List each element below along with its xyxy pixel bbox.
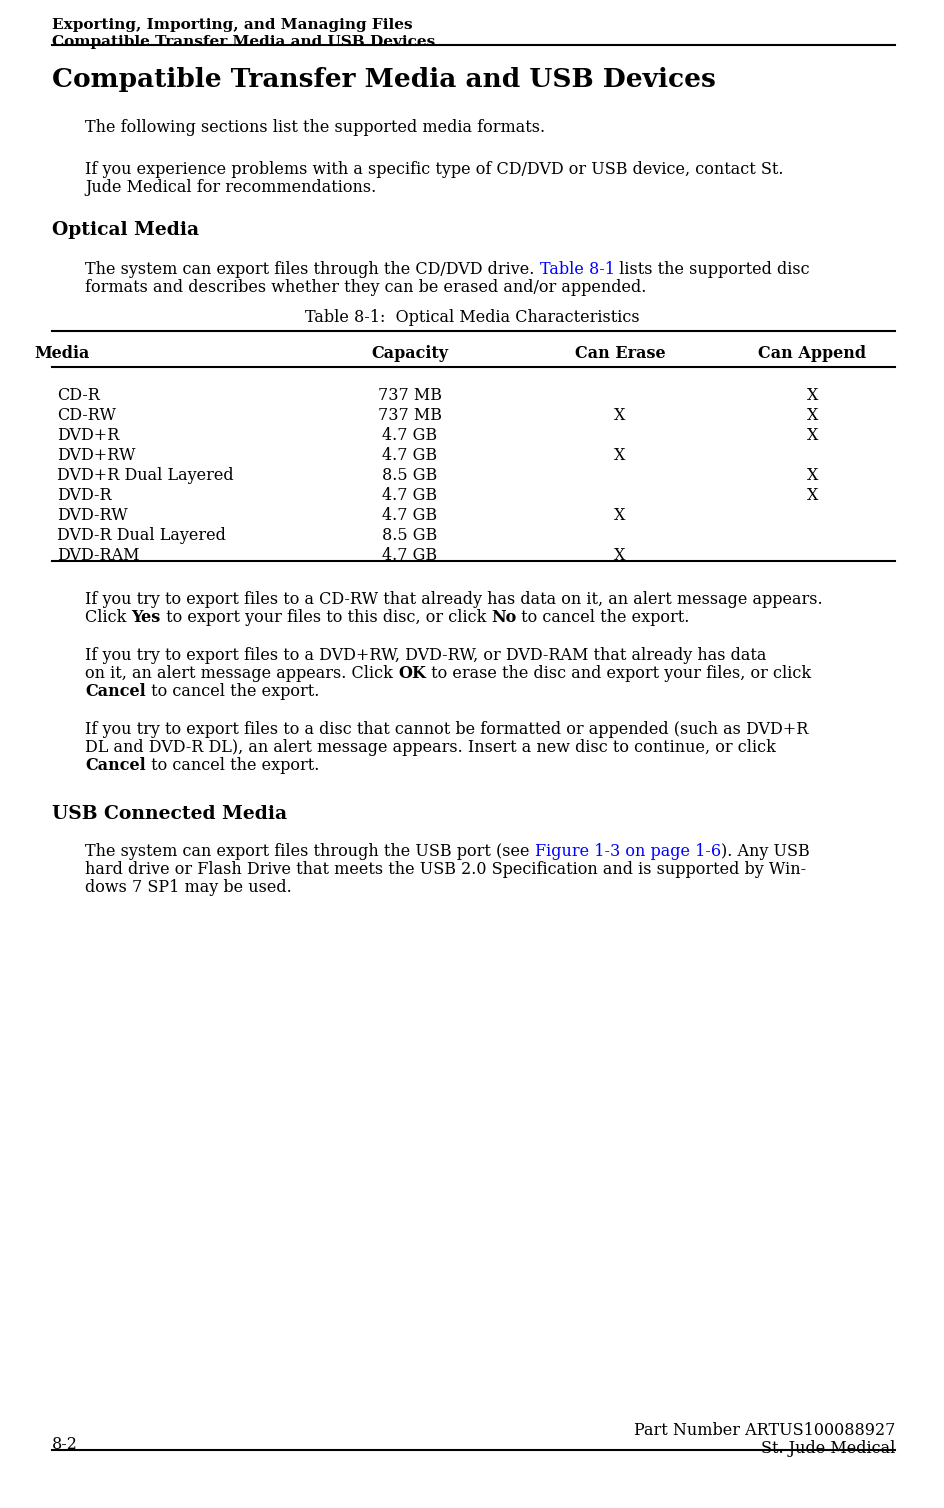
Text: to cancel the export.: to cancel the export.	[145, 683, 319, 700]
Text: X: X	[806, 467, 818, 484]
Text: The system can export files through the USB port (see: The system can export files through the …	[85, 843, 534, 860]
Text: lists the supported disc: lists the supported disc	[614, 261, 809, 277]
Text: Compatible Transfer Media and USB Devices: Compatible Transfer Media and USB Device…	[52, 66, 716, 92]
Text: 4.7 GB: 4.7 GB	[382, 507, 437, 523]
Text: DVD-RAM: DVD-RAM	[57, 547, 140, 564]
Text: ). Any USB: ). Any USB	[720, 843, 809, 860]
Text: If you try to export files to a CD-RW that already has data on it, an alert mess: If you try to export files to a CD-RW th…	[85, 591, 822, 608]
Text: USB Connected Media: USB Connected Media	[52, 805, 287, 823]
Text: 8.5 GB: 8.5 GB	[382, 526, 437, 544]
Text: St. Jude Medical: St. Jude Medical	[760, 1440, 894, 1457]
Text: Part Number ARTUS100088927: Part Number ARTUS100088927	[633, 1422, 894, 1439]
Text: to erase the disc and export your files, or click: to erase the disc and export your files,…	[426, 665, 810, 682]
Text: 4.7 GB: 4.7 GB	[382, 446, 437, 464]
Text: DVD+RW: DVD+RW	[57, 446, 135, 464]
Text: DVD-R: DVD-R	[57, 487, 111, 504]
Text: X: X	[806, 487, 818, 504]
Text: DVD-RW: DVD-RW	[57, 507, 127, 523]
Text: X: X	[614, 446, 625, 464]
Text: formats and describes whether they can be erased and/or appended.: formats and describes whether they can b…	[85, 279, 646, 296]
Text: 8.5 GB: 8.5 GB	[382, 467, 437, 484]
Text: Table 8-1: Table 8-1	[539, 261, 614, 277]
Text: DVD+R: DVD+R	[57, 427, 119, 443]
Text: Can Append: Can Append	[758, 345, 866, 362]
Text: X: X	[806, 407, 818, 424]
Text: Cancel: Cancel	[85, 757, 145, 774]
Text: 4.7 GB: 4.7 GB	[382, 427, 437, 443]
Text: X: X	[614, 407, 625, 424]
Text: X: X	[806, 388, 818, 404]
Text: The following sections list the supported media formats.: The following sections list the supporte…	[85, 119, 545, 136]
Text: 4.7 GB: 4.7 GB	[382, 487, 437, 504]
Text: OK: OK	[397, 665, 426, 682]
Text: Jude Medical for recommendations.: Jude Medical for recommendations.	[85, 179, 376, 196]
Text: Can Erase: Can Erase	[574, 345, 665, 362]
Text: If you experience problems with a specific type of CD/DVD or USB device, contact: If you experience problems with a specif…	[85, 161, 783, 178]
Text: DVD+R Dual Layered: DVD+R Dual Layered	[57, 467, 233, 484]
Text: No: No	[491, 609, 516, 626]
Text: DVD-R Dual Layered: DVD-R Dual Layered	[57, 526, 226, 544]
Text: hard drive or Flash Drive that meets the USB 2.0 Specification and is supported : hard drive or Flash Drive that meets the…	[85, 861, 805, 878]
Text: to cancel the export.: to cancel the export.	[516, 609, 689, 626]
Text: CD-RW: CD-RW	[57, 407, 116, 424]
Text: to cancel the export.: to cancel the export.	[145, 757, 319, 774]
Text: DL and DVD-R DL), an alert message appears. Insert a new disc to continue, or cl: DL and DVD-R DL), an alert message appea…	[85, 739, 775, 756]
Text: Media: Media	[34, 345, 90, 362]
Text: 737 MB: 737 MB	[378, 407, 442, 424]
Text: The system can export files through the CD/DVD drive.: The system can export files through the …	[85, 261, 539, 277]
Text: X: X	[614, 507, 625, 523]
Text: Yes: Yes	[131, 609, 160, 626]
Text: Cancel: Cancel	[85, 683, 145, 700]
Text: 737 MB: 737 MB	[378, 388, 442, 404]
Text: X: X	[614, 547, 625, 564]
Text: Exporting, Importing, and Managing Files: Exporting, Importing, and Managing Files	[52, 18, 413, 32]
Text: to export your files to this disc, or click: to export your files to this disc, or cl…	[160, 609, 491, 626]
Text: Compatible Transfer Media and USB Devices: Compatible Transfer Media and USB Device…	[52, 35, 435, 48]
Text: Capacity: Capacity	[371, 345, 448, 362]
Text: Table 8-1:  Optical Media Characteristics: Table 8-1: Optical Media Characteristics	[305, 309, 639, 326]
Text: Optical Media: Optical Media	[52, 222, 199, 238]
Text: Click: Click	[85, 609, 131, 626]
Text: CD-R: CD-R	[57, 388, 100, 404]
Text: If you try to export files to a DVD+RW, DVD-RW, or DVD-RAM that already has data: If you try to export files to a DVD+RW, …	[85, 647, 766, 664]
Text: If you try to export files to a disc that cannot be formatted or appended (such : If you try to export files to a disc tha…	[85, 721, 807, 737]
Text: Figure 1-3 on page 1-6: Figure 1-3 on page 1-6	[534, 843, 720, 860]
Text: dows 7 SP1 may be used.: dows 7 SP1 may be used.	[85, 879, 292, 896]
Text: 8-2: 8-2	[52, 1436, 77, 1454]
Text: 4.7 GB: 4.7 GB	[382, 547, 437, 564]
Text: on it, an alert message appears. Click: on it, an alert message appears. Click	[85, 665, 397, 682]
Text: X: X	[806, 427, 818, 443]
